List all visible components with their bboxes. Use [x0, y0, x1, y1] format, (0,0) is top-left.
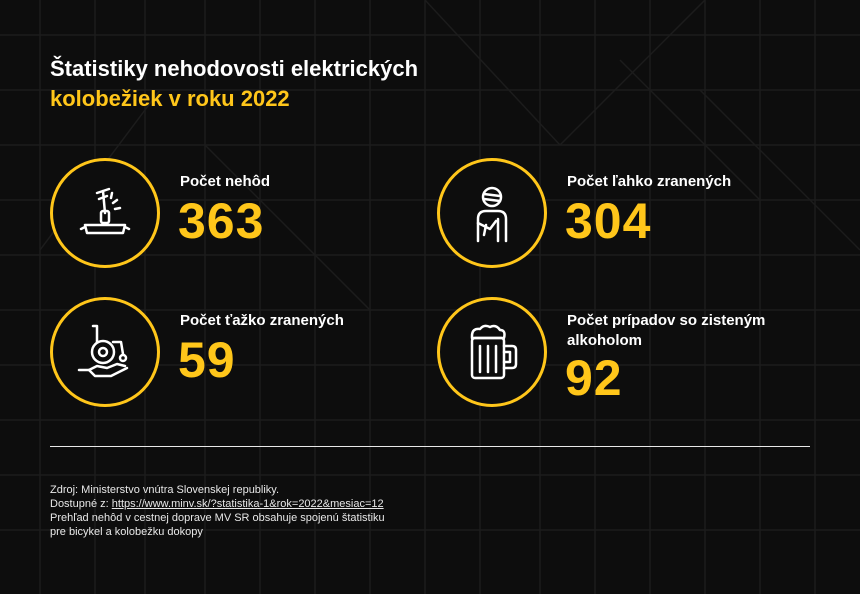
stat-label: Počet ťažko zranených: [180, 312, 344, 329]
stat-label: Počet ľahko zranených: [567, 173, 732, 190]
source-line: Zdroj: Ministerstvo vnútra Slovenskej re…: [50, 484, 280, 496]
stat-label: Počet prípadov so zisteným alkoholom: [567, 312, 766, 349]
stat-icon-circle: [50, 297, 160, 407]
availability-prefix: Dostupné z:: [50, 498, 112, 510]
source-note: Zdroj: Ministerstvo vnútra Slovenskej re…: [50, 483, 610, 539]
beer-mug-icon: [470, 324, 518, 380]
stat-value: 59: [178, 332, 236, 388]
title-line-2: kolobežiek v roku 2022: [50, 86, 290, 111]
source-note-line: pre bicykel a kolobežku dokopy: [50, 526, 203, 538]
divider: [50, 446, 810, 447]
page-title: Štatistiky nehodovosti elektrických kolo…: [50, 54, 418, 114]
stat-value: 304: [565, 193, 652, 249]
stat-accidents: Počet nehôd 363: [50, 158, 430, 270]
stat-serious-injuries: Počet ťažko zranených 59: [50, 297, 430, 409]
stat-label: Počet nehôd: [180, 173, 271, 190]
stat-alcohol-cases: Počet prípadov so zisteným alkoholom 92: [437, 297, 817, 409]
stat-value: 363: [178, 193, 265, 249]
source-note-line: Prehľad nehôd v cestnej doprave MV SR ob…: [50, 512, 385, 524]
source-availability: Dostupné z: https://www.minv.sk/?statist…: [50, 497, 610, 511]
wheelchair-hand-icon: [77, 324, 129, 378]
stat-icon-circle: [437, 158, 547, 268]
stat-value: 92: [565, 350, 623, 406]
stat-icon-circle: [437, 297, 547, 407]
stat-light-injuries: Počet ľahko zranených 304: [437, 158, 817, 270]
source-link[interactable]: https://www.minv.sk/?statistika-1&rok=20…: [111, 498, 384, 510]
injured-person-icon: [476, 186, 508, 243]
scooter-icon: [79, 187, 131, 235]
title-line-1: Štatistiky nehodovosti elektrických: [50, 56, 419, 81]
stat-icon-circle: [50, 158, 160, 268]
